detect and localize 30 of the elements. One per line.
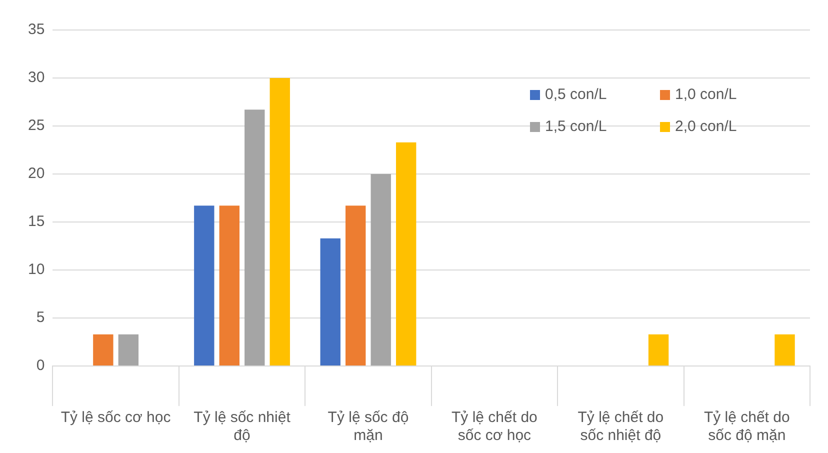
- bar: [244, 110, 265, 366]
- bar: [648, 334, 669, 366]
- bar: [118, 334, 139, 366]
- bar: [320, 238, 340, 366]
- legend-label: 2,0 con/L: [675, 118, 737, 136]
- bar: [396, 142, 416, 366]
- y-tick-label: 25: [28, 117, 45, 134]
- y-tick-label: 30: [28, 69, 45, 86]
- y-tick-label: 35: [28, 21, 45, 38]
- x-tick-label: Tỷ lệ sốc nhiệt độ: [194, 409, 292, 444]
- y-tick-label: 20: [28, 165, 45, 182]
- x-tick-label: Tỷ lệ chết do sốc cơ học: [452, 409, 538, 444]
- y-tick-label: 15: [28, 213, 45, 230]
- y-tick-label: 0: [36, 357, 45, 374]
- bar: [219, 206, 240, 366]
- x-tick-label: Tỷ lệ sốc cơ học: [60, 409, 172, 426]
- legend-label: 0,5 con/L: [545, 86, 607, 104]
- bar: [270, 78, 290, 366]
- legend-label: 1,0 con/L: [675, 86, 737, 104]
- bar: [346, 206, 366, 366]
- bar: [370, 174, 391, 366]
- y-tick-label: 5: [36, 309, 45, 326]
- bar: [774, 334, 795, 366]
- bar: [93, 334, 114, 366]
- x-tick-label: Tỷ lệ chết do sốc nhiệt độ: [578, 409, 664, 444]
- x-tick-label: Tỷ lệ sốc độ mặn: [328, 409, 409, 444]
- bar: [194, 206, 214, 366]
- y-tick-label: 10: [28, 261, 45, 278]
- legend-label: 1,5 con/L: [545, 118, 607, 136]
- x-tick-label: Tỷ lệ chết do sốc độ mặn: [704, 409, 790, 444]
